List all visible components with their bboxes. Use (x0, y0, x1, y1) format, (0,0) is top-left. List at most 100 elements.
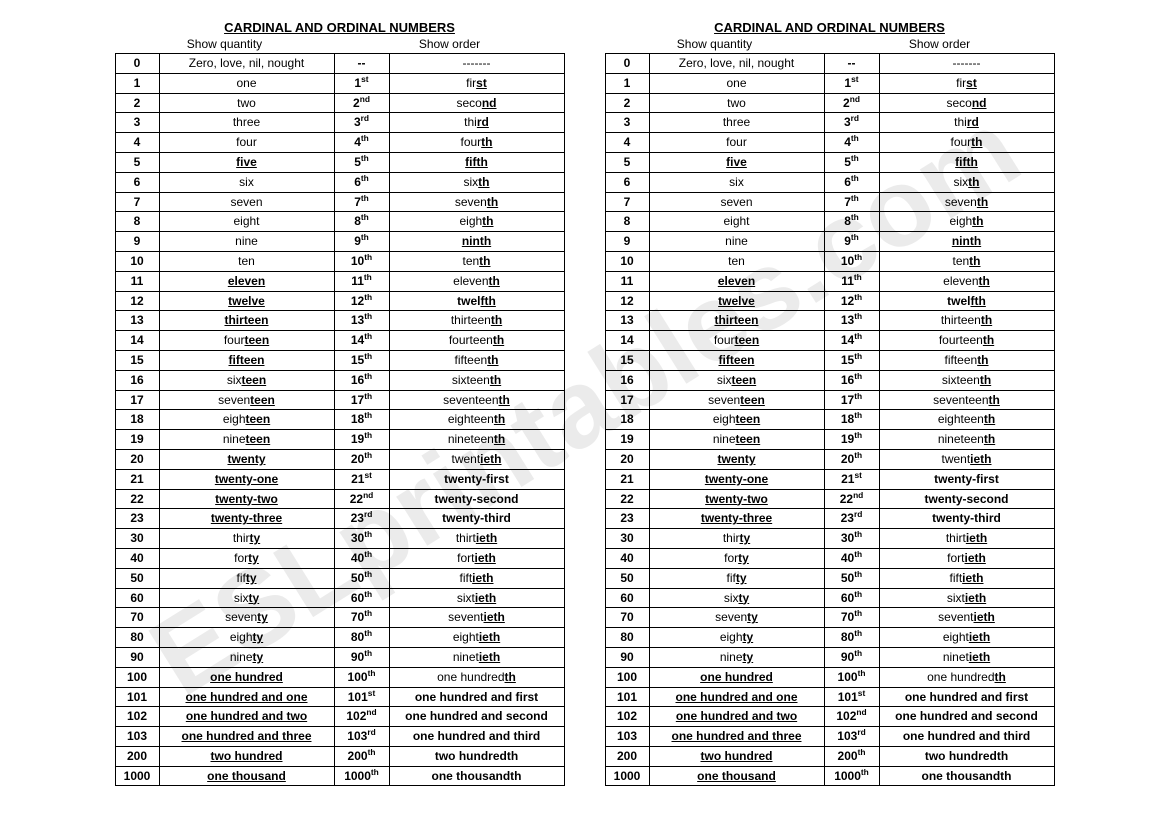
table-row: 103one hundred and three103rdone hundred… (115, 727, 564, 747)
cell-number: 19 (605, 430, 649, 450)
cell-ordinal: ------- (879, 54, 1054, 74)
cell-cardinal: one (649, 73, 824, 93)
table-row: 40forty40thfortieth (115, 548, 564, 568)
cell-cardinal: four (159, 133, 334, 153)
cell-ordinal: fifteenth (879, 350, 1054, 370)
cell-number: 101 (115, 687, 159, 707)
cell-ordinal-num: 23rd (824, 509, 879, 529)
table-row: 100one hundred100thone hundredth (115, 667, 564, 687)
cell-ordinal: tenth (389, 251, 564, 271)
cell-number: 40 (115, 548, 159, 568)
cell-number: 60 (115, 588, 159, 608)
cell-ordinal: eighth (389, 212, 564, 232)
page-wrap: CARDINAL AND ORDINAL NUMBERS Show quanti… (30, 20, 1139, 786)
panel-left: CARDINAL AND ORDINAL NUMBERS Show quanti… (115, 20, 565, 786)
table-row: 80eighty80theightieth (605, 628, 1054, 648)
cell-ordinal: ninetieth (389, 647, 564, 667)
cell-number: 11 (605, 271, 649, 291)
cell-number: 200 (605, 746, 649, 766)
cell-number: 6 (605, 172, 649, 192)
cell-ordinal-num: 101st (824, 687, 879, 707)
cell-cardinal: thirty (159, 529, 334, 549)
cell-ordinal: eighth (879, 212, 1054, 232)
cell-cardinal: one thousand (159, 766, 334, 786)
cell-ordinal-num: 4th (334, 133, 389, 153)
cell-ordinal-num: 20th (824, 449, 879, 469)
cell-ordinal-num: 2nd (824, 93, 879, 113)
table-row: 13thirteen13ththirteenth (115, 311, 564, 331)
cell-cardinal: sixty (649, 588, 824, 608)
cell-ordinal: nineteenth (389, 430, 564, 450)
table-row: 14fourteen14thfourteenth (115, 331, 564, 351)
cell-number: 5 (605, 152, 649, 172)
table-row: 103one hundred and three103rdone hundred… (605, 727, 1054, 747)
cell-ordinal: one hundredth (389, 667, 564, 687)
table-row: 80eighty80theightieth (115, 628, 564, 648)
table-row: 5five5thfifth (605, 152, 1054, 172)
table-row: 4four4thfourth (115, 133, 564, 153)
table-row: 19nineteen19thnineteenth (605, 430, 1054, 450)
table-row: 1000one thousand1000thone thousandth (115, 766, 564, 786)
cell-number: 23 (115, 509, 159, 529)
table-row: 7seven7thseventh (605, 192, 1054, 212)
cell-number: 23 (605, 509, 649, 529)
cell-ordinal-num: 11th (824, 271, 879, 291)
cell-ordinal-num: 103rd (334, 727, 389, 747)
cell-cardinal: twenty (159, 449, 334, 469)
cell-number: 12 (115, 291, 159, 311)
cell-cardinal: eleven (159, 271, 334, 291)
cell-cardinal: one hundred and two (649, 707, 824, 727)
cell-number: 10 (115, 251, 159, 271)
table-row: 102one hundred and two102ndone hundred a… (115, 707, 564, 727)
table-row: 101one hundred and one101stone hundred a… (605, 687, 1054, 707)
cell-ordinal-num: 6th (334, 172, 389, 192)
cell-ordinal-num: 14th (334, 331, 389, 351)
table-row: 60sixty60thsixtieth (115, 588, 564, 608)
cell-ordinal: twenty-second (389, 489, 564, 509)
cell-cardinal: one hundred (159, 667, 334, 687)
cell-ordinal-num: 1000th (824, 766, 879, 786)
cell-cardinal: one thousand (649, 766, 824, 786)
cell-ordinal: seventh (879, 192, 1054, 212)
cell-ordinal-num: 1st (824, 73, 879, 93)
table-row: 12twelve12thtwelfth (115, 291, 564, 311)
cell-number: 1 (605, 73, 649, 93)
cell-number: 90 (605, 647, 649, 667)
cell-number: 3 (115, 113, 159, 133)
cell-ordinal-num: -- (334, 54, 389, 74)
cell-ordinal: fifteenth (389, 350, 564, 370)
cell-cardinal: seventeen (649, 390, 824, 410)
cell-ordinal-num: 22nd (334, 489, 389, 509)
cell-cardinal: two hundred (649, 746, 824, 766)
cell-number: 30 (115, 529, 159, 549)
table-row: 17seventeen17thseventeenth (115, 390, 564, 410)
table-row: 9nine9thninth (115, 232, 564, 252)
cell-cardinal: eighteen (159, 410, 334, 430)
cell-number: 13 (605, 311, 649, 331)
cell-ordinal-num: 22nd (824, 489, 879, 509)
cell-ordinal-num: 1st (334, 73, 389, 93)
cell-ordinal-num: 10th (334, 251, 389, 271)
cell-cardinal: twelve (649, 291, 824, 311)
cell-ordinal: thirtieth (389, 529, 564, 549)
cell-ordinal: fourteenth (879, 331, 1054, 351)
cell-number: 80 (115, 628, 159, 648)
cell-cardinal: five (649, 152, 824, 172)
cell-ordinal-num: 18th (334, 410, 389, 430)
cell-cardinal: one hundred and one (159, 687, 334, 707)
cell-cardinal: five (159, 152, 334, 172)
cell-cardinal: ten (649, 251, 824, 271)
cell-ordinal-num: 18th (824, 410, 879, 430)
cell-ordinal-num: 70th (824, 608, 879, 628)
table-row: 6six6thsixth (605, 172, 1054, 192)
cell-ordinal-num: 2nd (334, 93, 389, 113)
cell-number: 0 (115, 54, 159, 74)
cell-number: 200 (115, 746, 159, 766)
subhead-quantity: Show quantity (115, 37, 335, 51)
cell-ordinal-num: 5th (334, 152, 389, 172)
cell-number: 14 (115, 331, 159, 351)
table-row: 5five5thfifth (115, 152, 564, 172)
cell-cardinal: fifteen (159, 350, 334, 370)
table-row: 10ten10thtenth (115, 251, 564, 271)
cell-ordinal-num: 7th (824, 192, 879, 212)
